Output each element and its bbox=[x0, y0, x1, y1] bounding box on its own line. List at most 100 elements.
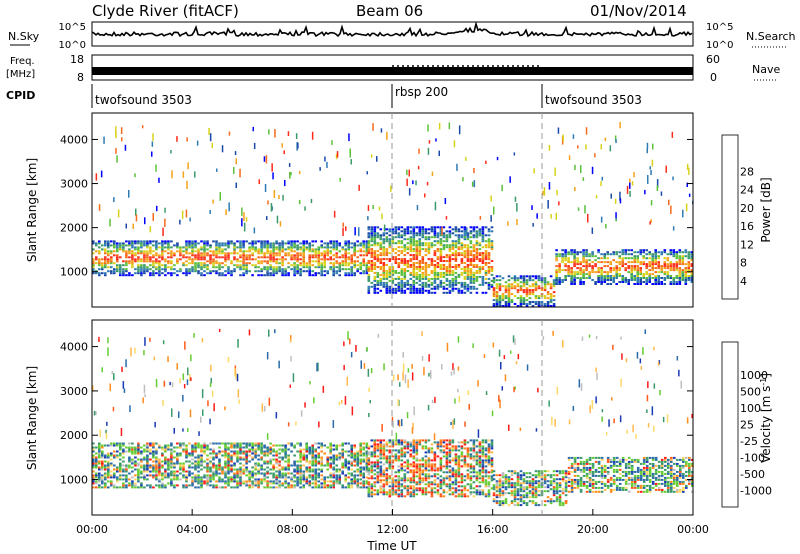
heatmap-cell bbox=[233, 270, 236, 273]
heatmap-cell bbox=[113, 444, 116, 447]
heatmap-cell bbox=[675, 265, 679, 268]
heatmap-cell bbox=[415, 481, 419, 484]
heatmap-cell bbox=[681, 263, 685, 266]
heatmap-cell bbox=[362, 264, 365, 267]
heatmap-cell bbox=[481, 240, 485, 243]
heatmap-cell bbox=[287, 262, 290, 265]
heatmap-cell bbox=[421, 473, 425, 476]
heatmap-cell bbox=[403, 281, 407, 284]
heatmap-cell bbox=[149, 246, 152, 249]
heatmap-cell bbox=[442, 264, 446, 266]
heatmap-cell bbox=[296, 256, 299, 259]
heatmap-cell bbox=[131, 482, 134, 485]
heatmap-cell bbox=[191, 258, 194, 261]
heatmap-cell bbox=[140, 266, 143, 269]
heatmap-cell bbox=[293, 484, 296, 487]
heatmap-cell bbox=[359, 264, 362, 267]
heatmap-cell bbox=[95, 258, 98, 261]
heatmap-cell bbox=[212, 462, 215, 465]
heatmap-cell bbox=[516, 219, 518, 225]
heatmap-cell bbox=[478, 260, 482, 262]
heatmap-cell bbox=[206, 482, 209, 485]
heatmap-cell bbox=[251, 240, 254, 243]
heatmap-cell bbox=[576, 271, 579, 274]
heatmap-cell bbox=[690, 273, 694, 276]
heatmap-cell bbox=[116, 258, 119, 261]
heatmap-cell bbox=[356, 244, 359, 247]
heatmap-cell bbox=[669, 263, 673, 266]
heatmap-cell bbox=[146, 242, 149, 245]
heatmap-cell bbox=[254, 464, 257, 467]
heatmap-cell bbox=[137, 478, 140, 481]
heatmap-cell bbox=[107, 466, 110, 469]
heatmap-cell bbox=[266, 480, 269, 483]
heatmap-cell bbox=[472, 275, 476, 278]
heatmap-cell bbox=[104, 472, 107, 475]
heatmap-cell bbox=[600, 281, 603, 283]
heatmap-cell bbox=[101, 264, 104, 267]
heatmap-cell bbox=[397, 264, 401, 266]
heatmap-cell bbox=[415, 451, 419, 454]
heatmap-cell bbox=[570, 273, 573, 276]
heatmap-cell bbox=[257, 462, 260, 465]
heatmap-cell bbox=[263, 268, 266, 271]
heatmap-cell bbox=[639, 277, 642, 279]
heatmap-cell bbox=[287, 472, 290, 475]
heatmap-cell bbox=[317, 462, 320, 465]
heatmap-cell bbox=[173, 484, 176, 487]
heatmap-cell bbox=[164, 448, 167, 451]
heatmap-cell bbox=[149, 264, 152, 267]
heatmap-cell bbox=[487, 230, 491, 233]
heatmap-cell bbox=[272, 480, 275, 483]
heatmap-cell bbox=[412, 281, 416, 284]
heatmap-cell bbox=[678, 267, 682, 270]
heatmap-cell bbox=[326, 460, 329, 463]
heatmap-cell bbox=[326, 476, 329, 479]
heatmap-cell bbox=[350, 266, 353, 269]
heatmap-cell bbox=[534, 289, 538, 292]
heatmap-cell bbox=[409, 469, 413, 472]
heatmap-cell bbox=[269, 452, 272, 455]
heatmap-cell bbox=[239, 484, 242, 487]
heatmap-cell bbox=[341, 262, 344, 265]
heatmap-cell bbox=[101, 464, 104, 467]
heatmap-cell bbox=[356, 256, 359, 259]
heatmap-cell bbox=[311, 256, 314, 259]
heatmap-cell bbox=[472, 226, 476, 229]
heatmap-cell bbox=[332, 472, 335, 475]
heatmap-cell bbox=[397, 283, 401, 286]
heatmap-cell bbox=[439, 242, 443, 245]
heatmap-cell bbox=[579, 267, 582, 270]
heatmap-cell bbox=[353, 262, 356, 265]
heatmap-cell bbox=[287, 484, 290, 487]
heatmap-cell bbox=[149, 248, 152, 251]
heatmap-cell bbox=[382, 469, 386, 472]
heatmap-cell bbox=[104, 468, 107, 471]
heatmap-cell bbox=[191, 252, 194, 255]
heatmap-cell bbox=[385, 445, 389, 448]
heatmap-cell bbox=[209, 462, 212, 465]
heatmap-cell bbox=[433, 244, 437, 247]
heatmap-cell bbox=[636, 267, 639, 270]
heatmap-cell bbox=[445, 236, 449, 239]
heatmap-cell bbox=[308, 484, 311, 487]
heatmap-cell bbox=[436, 467, 440, 470]
heatmap-cell bbox=[212, 258, 215, 261]
heatmap-cell bbox=[409, 236, 413, 239]
heatmap-cell bbox=[687, 279, 691, 281]
heatmap-cell bbox=[104, 240, 107, 243]
heatmap-cell bbox=[260, 250, 263, 253]
heatmap-cell bbox=[356, 482, 359, 485]
heatmap-cell bbox=[329, 476, 332, 479]
heatmap-cell bbox=[170, 454, 173, 457]
heatmap-cell bbox=[397, 487, 401, 490]
heatmap-cell bbox=[278, 262, 281, 265]
heatmap-cell bbox=[669, 275, 673, 277]
heatmap-cell bbox=[597, 251, 600, 254]
heatmap-cell bbox=[338, 268, 341, 271]
heatmap-cell bbox=[492, 293, 496, 296]
heatmap-cell bbox=[606, 273, 609, 276]
heatmap-cell bbox=[516, 297, 520, 300]
heatmap-cell bbox=[445, 467, 449, 470]
heatmap-cell bbox=[385, 254, 389, 257]
